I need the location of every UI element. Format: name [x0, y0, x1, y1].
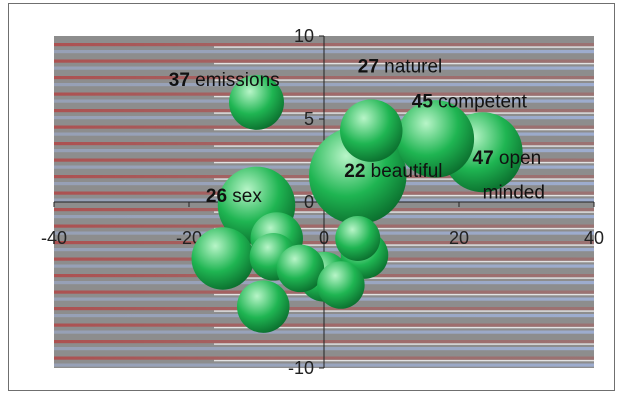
data-label: 22 beautiful — [344, 161, 442, 182]
data-label-value: 47 — [473, 148, 499, 169]
bubble-point — [396, 100, 475, 178]
x-tick-label: -20 — [176, 228, 202, 248]
data-label-text: open — [499, 148, 541, 169]
data-label: 26 sex — [206, 186, 262, 207]
stripe-white — [214, 359, 594, 362]
data-label-value: 27 — [358, 57, 384, 78]
bubble-point — [276, 244, 325, 293]
data-label-text: sex — [232, 186, 262, 207]
data-label: 27 naturel — [358, 57, 443, 78]
stripe-white — [214, 62, 594, 65]
stripe-white — [214, 46, 594, 48]
x-tick-label: 20 — [449, 228, 469, 248]
data-label-text: beautiful — [371, 161, 443, 182]
data-label: 45 competent — [412, 91, 528, 112]
data-label: minded — [483, 183, 545, 204]
data-label-text: minded — [483, 183, 545, 204]
stripe-white — [214, 211, 594, 213]
data-label-value: 45 — [412, 91, 438, 112]
data-label: 37 emissions — [169, 70, 280, 91]
bubble-point — [340, 99, 403, 162]
data-label-value: 26 — [206, 186, 232, 207]
stripe-white — [214, 277, 594, 279]
bubble-point — [237, 280, 290, 333]
stripe-white — [214, 260, 594, 263]
bubble-point — [191, 227, 254, 290]
stripe-white — [214, 293, 594, 296]
stripe-white — [214, 227, 594, 230]
data-label-value: 22 — [344, 161, 370, 182]
stripe-white — [214, 112, 594, 114]
data-labels: 37 emissions 27 naturel 45 competent 47 ope… — [169, 57, 545, 207]
stripe-white — [214, 310, 594, 312]
bubble-series — [191, 74, 523, 333]
y-tick-label: 10 — [294, 26, 314, 46]
data-label-text: competent — [438, 91, 527, 112]
stripe-white — [214, 244, 594, 246]
y-tick-label: 0 — [304, 192, 314, 212]
stripe-white — [214, 326, 594, 329]
stripe-white — [214, 95, 594, 98]
stripe-white — [214, 194, 594, 197]
bubble-point — [335, 216, 381, 262]
data-label-text: emissions — [195, 70, 279, 91]
data-label: 47 open — [473, 148, 542, 169]
x-tick-label: 0 — [319, 228, 329, 248]
x-tick-label: 40 — [584, 228, 604, 248]
data-label-text: naturel — [384, 57, 442, 78]
bubble-point — [229, 74, 284, 130]
bubble-point — [317, 261, 365, 309]
stripe-white — [214, 79, 594, 81]
data-label-value: 37 — [169, 70, 195, 91]
y-tick-label: 5 — [304, 109, 314, 129]
x-tick-label: -40 — [41, 228, 67, 248]
stripe-white — [214, 343, 594, 345]
y-tick-label: -10 — [288, 358, 314, 378]
